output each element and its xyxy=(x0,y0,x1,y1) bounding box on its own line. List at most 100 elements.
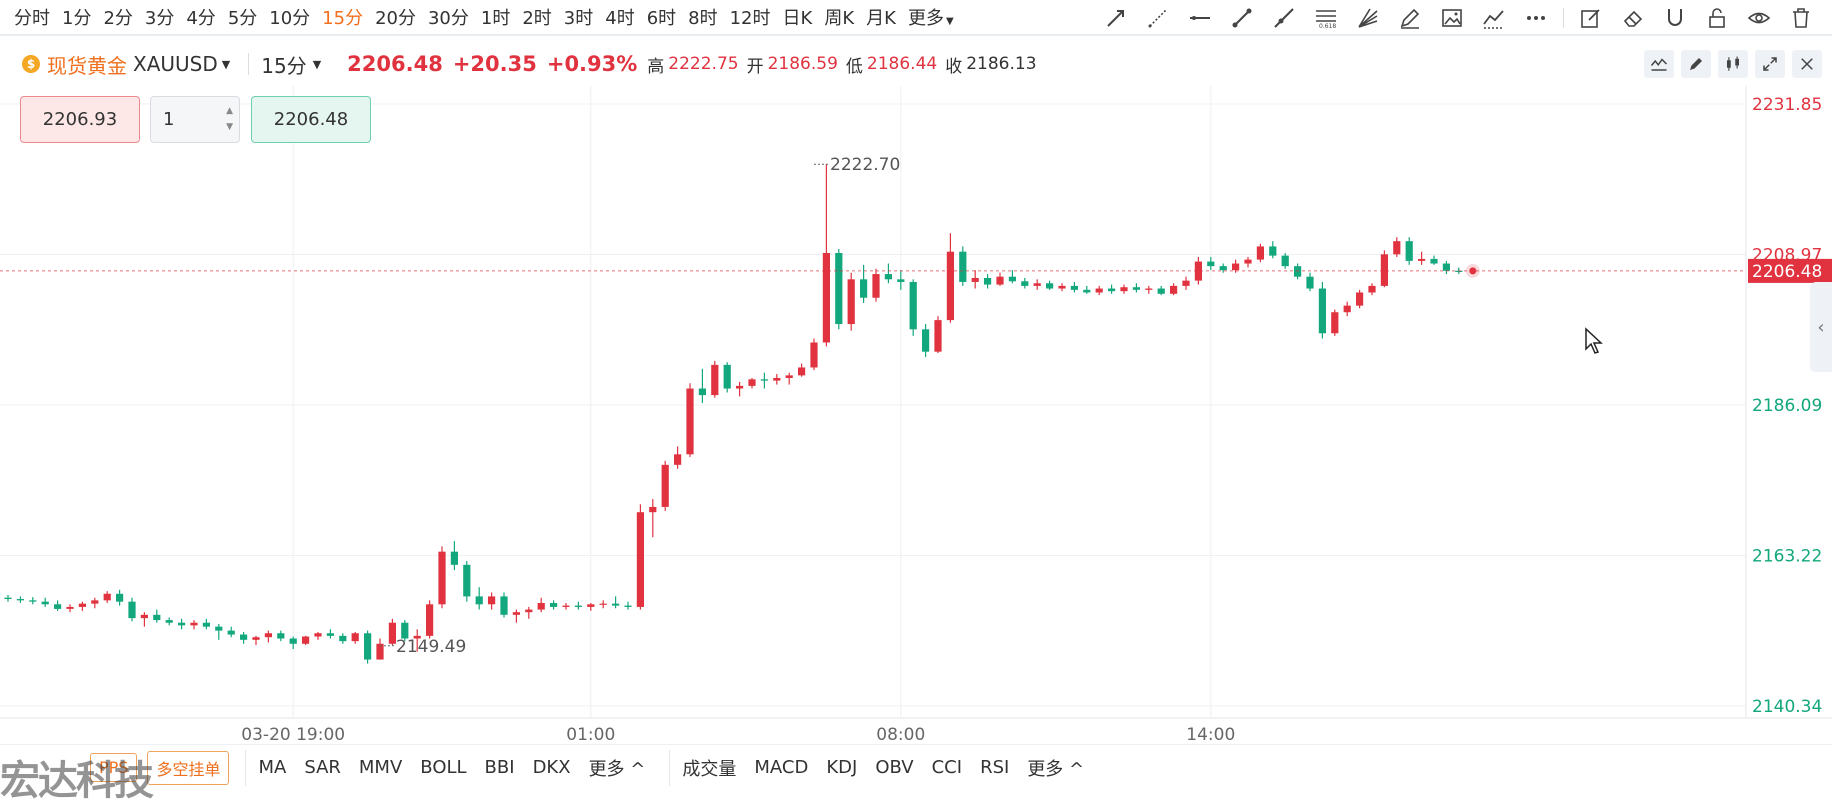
collapse-panel-handle[interactable]: ‹ xyxy=(1810,282,1832,372)
candle-up xyxy=(661,464,669,507)
interval-tab[interactable]: 2分 xyxy=(103,8,133,29)
interval-tab[interactable]: 3分 xyxy=(144,8,175,29)
candle-up xyxy=(599,603,607,605)
open-label: 开 xyxy=(746,56,764,77)
indicator-cci[interactable]: CCI xyxy=(931,757,963,778)
chart-panel-tools xyxy=(1637,50,1822,78)
symbol-name[interactable]: 现货黄金 xyxy=(47,53,127,78)
candle-up xyxy=(686,388,694,455)
stepper-arrows[interactable]: ▲ ▼ xyxy=(226,103,233,135)
chevron-down-icon[interactable]: ▼ xyxy=(221,57,231,71)
unlock-icon[interactable] xyxy=(1696,0,1738,36)
indicator-ma[interactable]: MA xyxy=(258,757,287,778)
candle-down xyxy=(1046,283,1054,289)
indicator-macd[interactable]: MACD xyxy=(754,757,809,778)
candle-up xyxy=(66,606,74,609)
trend-icon[interactable] xyxy=(1473,0,1515,36)
chevron-down-icon[interactable]: ▼ xyxy=(945,16,954,27)
interval-tab[interactable]: 10分 xyxy=(269,8,311,29)
interval-tab[interactable]: 1分 xyxy=(62,8,92,29)
interval-tab[interactable]: 20分 xyxy=(375,8,416,29)
chevron-down-icon[interactable]: ▼ xyxy=(312,57,322,71)
edit-icon[interactable] xyxy=(1570,0,1612,36)
high-value: 2222.75 xyxy=(668,54,739,74)
interval-tab[interactable]: 4分 xyxy=(186,8,216,29)
interval-tab[interactable]: 分时 xyxy=(14,8,50,29)
pps-button[interactable]: PPS xyxy=(90,753,138,782)
indicator-rsi[interactable]: RSI xyxy=(980,757,1010,778)
candle-up xyxy=(934,320,942,352)
sub-indicators-more[interactable]: 更多 ^ xyxy=(1027,758,1085,780)
quantity-stepper[interactable]: 1 ▲ ▼ xyxy=(150,96,240,143)
high-label: 高 xyxy=(647,56,665,77)
candle-down xyxy=(54,604,62,609)
interval-tab[interactable]: 6时 xyxy=(646,8,677,29)
more-dots-icon[interactable] xyxy=(1515,0,1557,36)
interval-tab[interactable]: 15分 xyxy=(322,8,364,29)
candle-up xyxy=(1393,241,1401,255)
horizontal-line-icon[interactable] xyxy=(1179,0,1221,36)
dashed-line-icon[interactable] xyxy=(1137,0,1179,36)
candle-up xyxy=(1182,280,1190,286)
eraser-icon[interactable] xyxy=(1612,0,1654,36)
long-short-orders-button[interactable]: 多空挂单 xyxy=(147,750,230,785)
close-icon[interactable] xyxy=(1792,50,1822,78)
fan-icon[interactable] xyxy=(1347,0,1389,36)
candle-up xyxy=(971,278,979,282)
ray-icon[interactable] xyxy=(1263,0,1305,36)
indicator-kdj[interactable]: KDJ xyxy=(826,757,858,778)
candle-up xyxy=(1232,263,1240,271)
open-value: 2186.59 xyxy=(767,54,838,74)
candlestick-chart[interactable]: 2231.852208.972186.092163.222140.342206.… xyxy=(0,86,1832,744)
candle-up xyxy=(1418,258,1426,261)
indicator-sar[interactable]: SAR xyxy=(304,757,341,778)
indicator-mmv[interactable]: MMV xyxy=(358,757,403,778)
interval-more[interactable]: 更多 ▼ xyxy=(907,8,954,29)
interval-tab[interactable]: 12时 xyxy=(729,8,771,29)
candlestick-icon[interactable] xyxy=(1718,50,1748,78)
chevron-left-icon[interactable]: ‹ xyxy=(1817,316,1825,338)
magnet-icon[interactable] xyxy=(1654,0,1696,36)
segment-icon[interactable] xyxy=(1221,0,1263,36)
symbol-code[interactable]: XAUUSD xyxy=(133,52,218,76)
indicator-bbi[interactable]: BBI xyxy=(484,757,515,778)
image-icon[interactable] xyxy=(1431,0,1473,36)
interval-dropdown[interactable]: 15分 xyxy=(261,53,307,78)
eye-icon[interactable] xyxy=(1738,0,1780,36)
interval-tab[interactable]: 2时 xyxy=(522,8,552,29)
stepper-up-icon[interactable]: ▲ xyxy=(226,106,233,116)
candle-up xyxy=(314,633,322,637)
pen-icon[interactable] xyxy=(1389,0,1431,36)
indicator-dkx[interactable]: DKX xyxy=(532,757,571,778)
interval-tab[interactable]: 30分 xyxy=(427,8,469,29)
interval-tab[interactable]: 1时 xyxy=(480,8,511,29)
fibonacci-icon[interactable]: 0.618 xyxy=(1305,0,1347,36)
interval-tab[interactable]: 3时 xyxy=(563,8,594,29)
indicator-line-icon[interactable] xyxy=(1644,50,1674,78)
quantity-value[interactable]: 1 xyxy=(163,109,175,130)
interval-tab[interactable]: 8时 xyxy=(688,8,718,29)
pencil-icon[interactable] xyxy=(1681,50,1711,78)
arrow-line-icon[interactable] xyxy=(1095,0,1137,36)
divider xyxy=(248,53,250,75)
interval-tab[interactable]: 月K xyxy=(866,8,896,29)
candle-down xyxy=(165,620,173,623)
interval-tab[interactable]: 周K xyxy=(824,8,855,29)
interval-tab[interactable]: 5分 xyxy=(227,8,258,29)
buy-price-button[interactable]: 2206.48 xyxy=(251,96,371,143)
candle-up xyxy=(822,253,830,343)
expand-icon[interactable] xyxy=(1755,50,1785,78)
trash-icon[interactable] xyxy=(1780,0,1822,36)
indicator-boll[interactable]: BOLL xyxy=(420,757,467,778)
indicator-volume[interactable]: 成交量 xyxy=(682,758,737,780)
interval-tab[interactable]: 4时 xyxy=(605,8,635,29)
sell-price-button[interactable]: 2206.93 xyxy=(20,96,140,143)
main-indicators-more[interactable]: 更多 ^ xyxy=(588,758,646,780)
candle-down xyxy=(29,600,37,602)
interval-tab[interactable]: 日K xyxy=(782,8,813,29)
candle-down xyxy=(984,278,992,285)
candle-down xyxy=(1132,287,1140,290)
indicator-obv[interactable]: OBV xyxy=(875,757,914,778)
candle-down xyxy=(922,329,930,352)
stepper-down-icon[interactable]: ▼ xyxy=(226,122,233,132)
